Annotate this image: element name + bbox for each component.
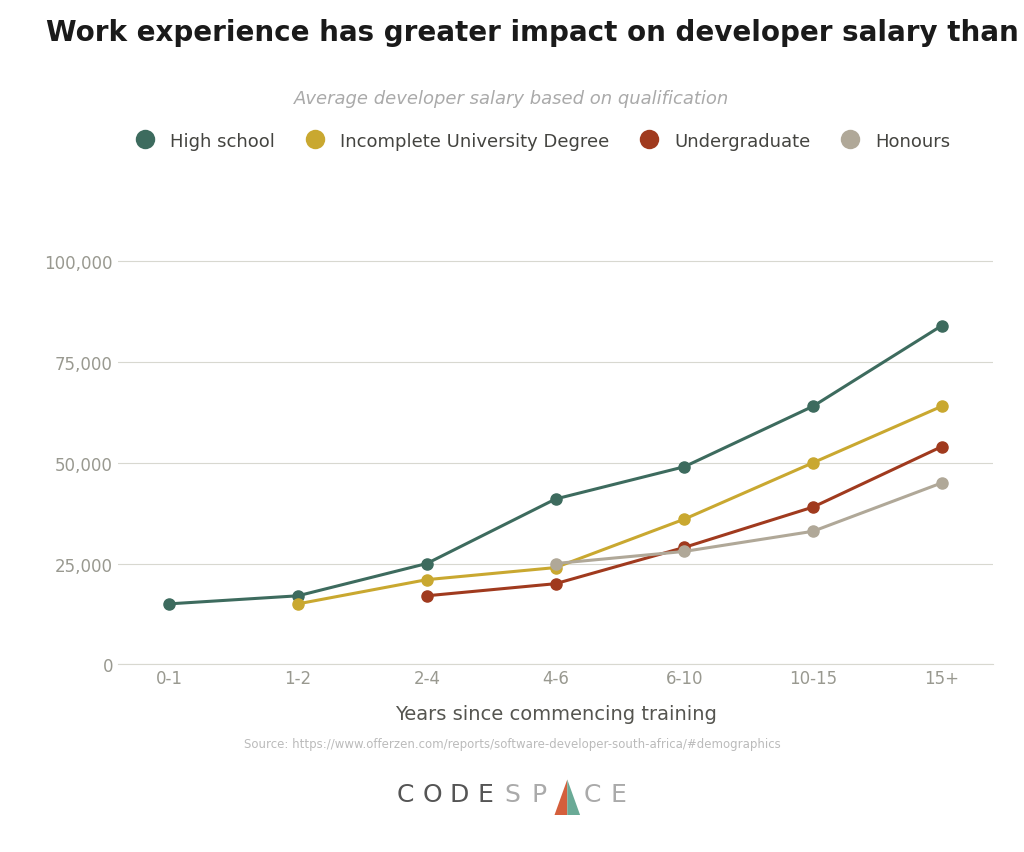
Text: Work experience has greater impact on developer salary than qualification: Work experience has greater impact on de… — [46, 19, 1024, 47]
Polygon shape — [567, 780, 581, 815]
Text: C: C — [397, 782, 414, 806]
Text: P: P — [531, 782, 546, 806]
Text: D: D — [450, 782, 468, 806]
Legend: High school, Incomplete University Degree, Undergraduate, Honours: High school, Incomplete University Degre… — [127, 133, 950, 151]
Text: Average developer salary based on qualification: Average developer salary based on qualif… — [294, 89, 730, 107]
Text: O: O — [422, 782, 442, 806]
Text: S: S — [504, 782, 520, 806]
Text: Source: https://www.offerzen.com/reports/software-developer-south-africa/#demogr: Source: https://www.offerzen.com/reports… — [244, 737, 780, 750]
Text: E: E — [610, 782, 627, 806]
Text: E: E — [477, 782, 494, 806]
Polygon shape — [554, 780, 567, 815]
Text: C: C — [584, 782, 600, 806]
X-axis label: Years since commencing training: Years since commencing training — [394, 704, 717, 723]
